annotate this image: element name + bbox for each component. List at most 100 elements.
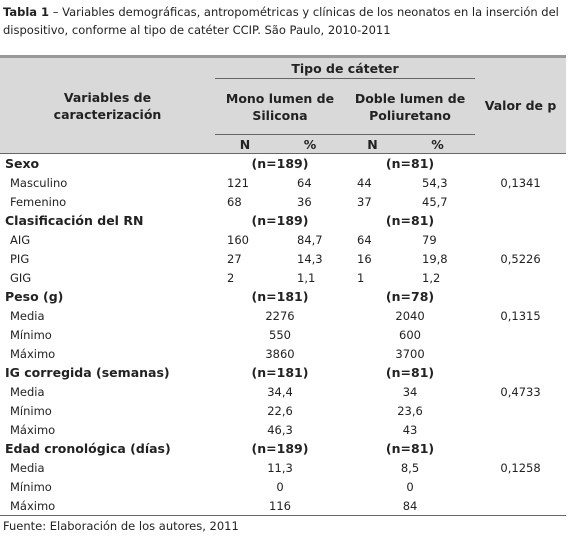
section-n: (n=81) [385,441,435,456]
table-header: Variables de caracterización Tipo de cát… [0,56,567,154]
header-sub: N [345,134,400,154]
p-value: 0,1341 [500,175,541,190]
section-n: (n=189) [251,213,309,228]
header-sub: % [400,134,476,154]
data-row: Máximo 3860 3700 [0,344,566,363]
value: 3700 [395,346,425,361]
header-cell: Variables de caracterización [0,56,215,154]
value: 550 [269,327,291,342]
header-cell: Doble lumen de Poliuretano [345,78,476,135]
cell [475,496,566,516]
header-cell: Mono lumen de Silicona [215,78,345,135]
cell [475,439,566,458]
cell [475,230,566,249]
data-row: Mínimo 0 0 [0,477,566,496]
value: 2276 [265,308,295,323]
data-row: PIG 27 14,3 16 19,8 0,5226 [0,249,566,268]
value: 116 [269,498,291,513]
caption-label: Tabla 1 [3,5,50,19]
value: 79 [422,232,437,247]
section-n: (n=81) [385,213,435,228]
value: 1 [357,270,365,285]
section-title: IG corregida (semanas) [5,365,170,380]
section-n: (n=181) [251,365,309,380]
cell [475,420,566,439]
table-body: Sexo (n=189) (n=81) Masculino 121 64 44 54,3 0,1… [0,154,567,516]
header-sub: N [215,134,275,154]
section-n: (n=189) [251,156,309,171]
p-value: 0,1258 [500,460,541,475]
value: 1,2 [422,270,441,285]
row-label: Media [10,460,45,475]
data-row: Mínimo 550 600 [0,325,566,344]
data-row: Media 34,4 34 0,4733 [0,382,566,401]
header-column: Mono lumen de Silicona [225,90,335,123]
caption: Tabla 1 – Variables demográficas, antrop… [3,3,565,39]
value: 37 [357,194,372,209]
cell [475,154,566,174]
cell [475,477,566,496]
section-n: (n=81) [385,156,435,171]
value: 44 [357,175,372,190]
section-row: Clasificación del RN (n=189) (n=81) [0,211,566,230]
section-title: Sexo [5,156,40,171]
value: 16 [357,251,372,266]
value: 27 [227,251,242,266]
value: 2 [227,270,235,285]
value: 84,7 [297,232,323,247]
header-sub: % [275,134,345,154]
data-row: Máximo 116 84 [0,496,567,516]
value: 600 [399,327,421,342]
section-n: (n=81) [385,365,435,380]
value: 36 [297,194,312,209]
footer: Fuente: Elaboración de los autores, 2011 [3,519,239,533]
row-label: Mínimo [10,327,52,342]
value: 23,6 [397,403,423,418]
section-title: Clasificación del RN [5,213,144,228]
row-label: AIG [10,232,31,247]
row-label: Máximo [10,422,56,437]
row-label: Media [10,384,45,399]
row-label: PIG [10,251,30,266]
row-label: Mínimo [10,479,52,494]
data-row: Masculino 121 64 44 54,3 0,1341 [0,173,566,192]
value: 3860 [265,346,295,361]
section-n: (n=189) [251,441,309,456]
value: 11,3 [267,460,293,475]
section-title: Edad cronológica (días) [5,441,171,456]
row-label: Máximo [10,498,56,513]
cell [475,287,566,306]
data-row: GIG 2 1,1 1 1,2 [0,268,566,287]
row-label: Mínimo [10,403,52,418]
value: 19,8 [422,251,448,266]
value: 34,4 [267,384,293,399]
value: 1,1 [297,270,316,285]
value: 2040 [395,308,425,323]
value: 14,3 [297,251,323,266]
data-row: Media 2276 2040 0,1315 [0,306,566,325]
header-p: Valor de p [475,56,567,154]
value: 43 [402,422,418,437]
value: 121 [227,175,249,190]
section-row: Peso (g) (n=181) (n=78) [0,287,566,306]
data-row: Máximo 46,3 43 [0,420,566,439]
value: 68 [227,194,242,209]
table: Variables de caracterización Tipo de cát… [0,55,567,516]
header-column: Doble lumen de Poliuretano [354,90,466,123]
value: 46,3 [267,422,293,437]
value: 0 [276,479,284,494]
cell [475,344,566,363]
row-label: Femenino [10,194,67,209]
section-n: (n=181) [251,289,309,304]
section-row: Edad cronológica (días) (n=189) (n=81) [0,439,566,458]
p-value: 0,4733 [500,384,541,399]
row-label: Masculino [10,175,68,190]
row-label: Media [10,308,45,323]
section-title: Peso (g) [5,289,64,304]
section-n: (n=78) [385,289,435,304]
cell [475,363,566,382]
cell [475,268,566,287]
value: 0 [406,479,414,494]
header-variables: Variables de caracterización [53,89,162,122]
